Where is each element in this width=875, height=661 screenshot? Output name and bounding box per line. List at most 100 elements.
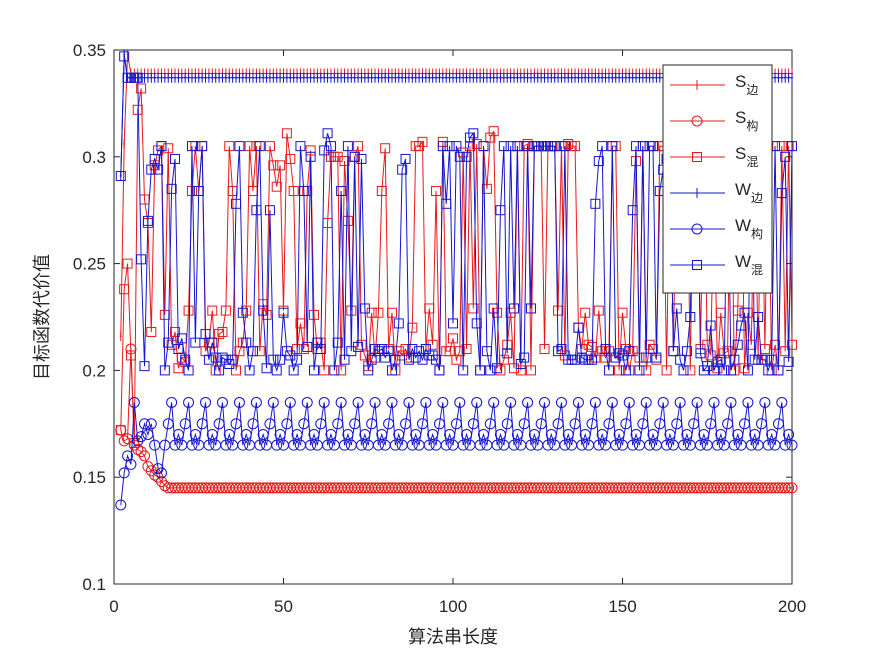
series-line — [120, 402, 793, 506]
data-point-square-marker — [183, 305, 194, 316]
data-point-square-marker — [159, 365, 170, 376]
data-point-square-marker — [512, 141, 523, 152]
data-point-square-marker — [641, 352, 652, 363]
data-point-plus-marker — [652, 72, 655, 83]
data-point-circle-marker — [216, 396, 228, 408]
data-point-plus-marker — [536, 72, 539, 83]
data-point-circle-marker — [271, 439, 283, 451]
data-point-square-marker — [620, 365, 631, 376]
data-point-circle-marker — [203, 439, 215, 451]
data-point-circle-marker — [264, 418, 276, 430]
data-point-square-marker — [275, 354, 286, 365]
data-point-square-marker — [722, 346, 733, 357]
data-point-circle-marker — [128, 396, 140, 408]
data-point-square-marker — [705, 320, 716, 331]
data-point-plus-marker — [306, 72, 309, 83]
data-point-square-marker — [431, 354, 442, 365]
data-point-circle-marker — [369, 396, 381, 408]
data-point-square-marker — [434, 365, 445, 376]
data-point-plus-marker — [333, 72, 336, 83]
data-point-circle-marker — [698, 428, 710, 440]
data-point-square-marker — [119, 51, 130, 62]
data-point-circle-marker — [115, 499, 127, 511]
data-point-plus-marker — [607, 72, 610, 83]
data-point-plus-marker — [479, 72, 482, 83]
data-point-circle-marker — [488, 396, 500, 408]
data-point-square-marker — [186, 185, 197, 196]
data-point-square-marker — [580, 307, 591, 318]
y-tick-label: 0.1 — [82, 575, 106, 594]
data-point-square-marker — [424, 303, 435, 314]
data-point-circle-marker — [406, 439, 418, 451]
data-point-plus-marker — [489, 72, 492, 83]
x-tick-label: 50 — [274, 597, 293, 616]
data-point-square-marker — [305, 151, 316, 162]
data-point-square-marker — [217, 352, 228, 363]
data-point-circle-marker — [437, 396, 449, 408]
data-point-square-marker — [576, 352, 587, 363]
data-point-circle-marker — [376, 428, 388, 440]
data-point-circle-marker — [637, 418, 649, 430]
data-point-plus-marker — [180, 72, 183, 83]
data-point-square-marker — [454, 151, 465, 162]
data-point-square-marker — [614, 348, 625, 359]
data-point-circle-marker — [640, 396, 652, 408]
data-point-circle-marker — [705, 418, 717, 430]
data-point-circle-marker — [518, 418, 530, 430]
data-point-plus-marker — [123, 138, 126, 149]
data-point-square-marker — [742, 365, 753, 376]
legend-marker — [691, 115, 703, 127]
data-point-circle-marker — [674, 396, 686, 408]
data-point-plus-marker — [235, 72, 238, 83]
data-point-square-marker — [322, 128, 333, 139]
data-point-plus-marker — [197, 72, 200, 83]
data-point-square-marker — [142, 215, 153, 226]
data-point-square-marker — [386, 365, 397, 376]
data-point-square-marker — [519, 352, 530, 363]
data-point-plus-marker — [465, 72, 468, 83]
data-point-circle-marker — [298, 418, 310, 430]
data-point-plus-marker — [119, 331, 122, 342]
data-point-plus-marker — [631, 72, 634, 83]
data-point-square-marker — [295, 141, 306, 152]
data-point-plus-marker — [540, 72, 543, 83]
data-point-square-marker — [380, 143, 391, 154]
legend-label: S混 — [735, 144, 758, 169]
data-point-plus-marker — [363, 72, 366, 83]
data-point-square-marker — [173, 344, 184, 355]
data-point-circle-marker — [403, 396, 415, 408]
data-point-plus-marker — [638, 72, 641, 83]
data-point-square-marker — [190, 337, 201, 348]
data-point-circle-marker — [349, 418, 361, 430]
data-point-circle-marker — [342, 428, 354, 440]
data-point-plus-marker — [462, 72, 465, 83]
data-point-square-marker — [586, 354, 597, 365]
data-point-plus-marker — [143, 72, 146, 83]
data-point-plus-marker — [394, 72, 397, 83]
data-point-circle-marker — [139, 418, 151, 430]
data-point-plus-marker — [346, 72, 349, 83]
data-point-circle-marker — [410, 428, 422, 440]
data-point-circle-marker — [647, 428, 659, 440]
data-point-square-marker — [505, 141, 516, 152]
data-point-plus-marker — [224, 72, 227, 83]
data-point-plus-marker — [435, 72, 438, 83]
data-point-circle-marker — [522, 396, 534, 408]
data-point-square-marker — [570, 141, 581, 152]
y-tick-label: 0.35 — [73, 41, 106, 60]
data-point-square-marker — [597, 346, 608, 357]
data-point-square-marker — [753, 312, 764, 322]
data-point-square-marker — [166, 183, 177, 194]
data-point-square-marker — [593, 305, 604, 316]
legend-marker — [692, 260, 702, 270]
data-point-plus-marker — [780, 72, 783, 83]
data-point-square-marker — [156, 141, 167, 152]
data-point-square-marker — [739, 307, 750, 318]
data-point-plus-marker — [485, 72, 488, 83]
data-point-circle-marker — [352, 396, 364, 408]
data-point-square-marker — [176, 333, 187, 344]
data-point-circle-marker — [586, 418, 598, 430]
data-point-circle-marker — [118, 467, 130, 479]
data-point-plus-marker — [163, 72, 166, 83]
